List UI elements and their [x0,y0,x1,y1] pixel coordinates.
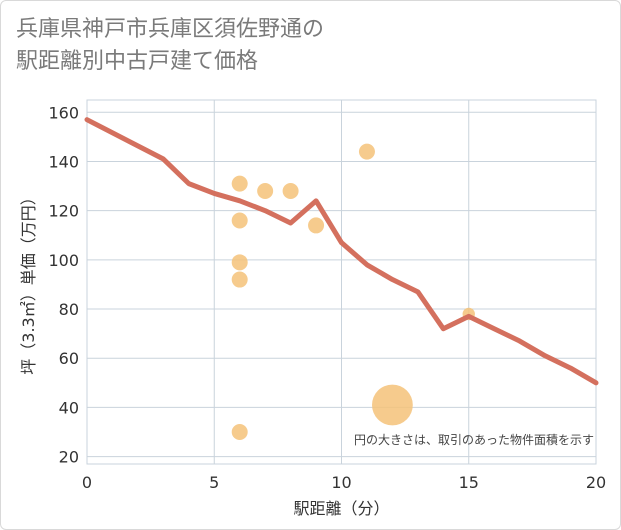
scatter-point [372,384,413,426]
x-tick-label: 15 [459,473,479,492]
y-tick-label: 140 [48,152,79,171]
chart-title: 兵庫県神戸市兵庫区須佐野通の 駅距離別中古戸建て価格 [16,14,324,78]
scatter-point [231,254,248,271]
size-note: 円の大きさは、取引のあった物件面積を示す [354,432,594,447]
y-tick-label: 100 [48,251,79,270]
scatter-point [231,271,248,288]
trend-line-group [84,117,599,386]
scatter-point [282,183,299,199]
y-tick-label: 120 [48,202,79,221]
y-tick-label: 160 [48,103,79,122]
chart-grid [86,99,597,465]
x-tick-label: 10 [331,473,351,492]
x-tick-label: 20 [586,473,606,492]
scatter-points [231,143,475,441]
x-tick-label: 5 [209,473,219,492]
x-tick-label: 0 [82,473,92,492]
scatter-point [308,217,325,234]
scatter-point [231,212,248,229]
y-tick-label: 40 [59,398,79,417]
tick-labels: 0 5 10 15 20 20 40 60 80 100 120 140 160 [48,103,606,492]
trend-line [84,117,599,386]
chart-title-line1: 兵庫県神戸市兵庫区須佐野通の [16,17,325,42]
scatter-point [358,143,375,160]
chart-title-line2: 駅距離別中古戸建て価格 [16,49,259,74]
y-tick-label: 60 [59,349,79,368]
scatter-point [257,183,274,199]
y-tick-label: 20 [59,448,79,467]
x-axis-label: 駅距離（分） [293,499,389,518]
scatter-point [231,424,248,441]
y-tick-label: 80 [59,300,79,319]
scatter-point [231,175,248,192]
y-axis-label: 坪（3.3㎡）単価（万円） [19,189,38,374]
